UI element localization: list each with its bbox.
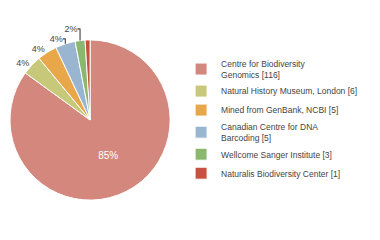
svg-text:Centre for BiodiversityGenomic: Centre for BiodiversityGenomics [116]	[221, 59, 305, 80]
svg-text:Mined from GenBank, NCBI [5]: Mined from GenBank, NCBI [5]	[221, 105, 338, 115]
svg-text:85%: 85%	[98, 150, 118, 161]
svg-text:4%: 4%	[32, 44, 45, 54]
svg-text:Wellcome Sanger Institute [3]: Wellcome Sanger Institute [3]	[221, 150, 332, 160]
svg-text:2%: 2%	[65, 24, 78, 34]
svg-text:4%: 4%	[50, 34, 63, 44]
svg-text:Canadian Centre for DNABarcodi: Canadian Centre for DNABarcoding [5]	[221, 122, 318, 143]
svg-text:Natural History Museum, London: Natural History Museum, London [6]	[221, 86, 357, 96]
svg-text:Naturalis Biodiversity Center: Naturalis Biodiversity Center [1]	[221, 169, 340, 179]
svg-text:4%: 4%	[16, 58, 29, 68]
